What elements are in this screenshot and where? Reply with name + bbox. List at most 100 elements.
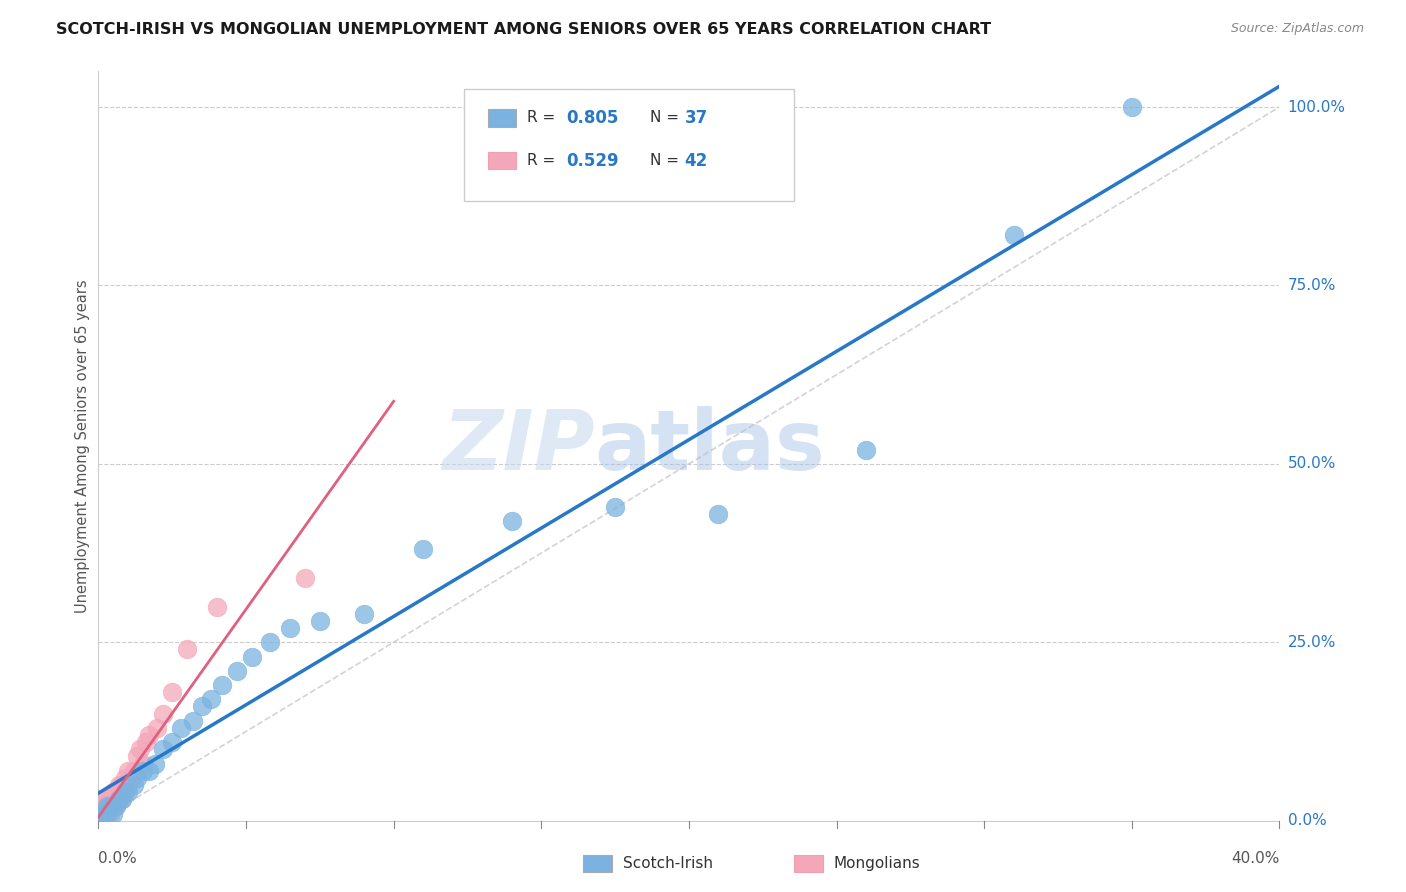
Point xyxy=(96,799,118,814)
Point xyxy=(200,692,222,706)
Point xyxy=(132,756,155,771)
Point xyxy=(111,792,134,806)
Point xyxy=(181,714,204,728)
Point xyxy=(280,621,302,635)
Point xyxy=(138,728,160,742)
Point xyxy=(205,599,228,614)
Point xyxy=(170,721,193,735)
Text: 0.805: 0.805 xyxy=(567,109,619,127)
Point xyxy=(211,678,233,692)
Point xyxy=(105,799,128,814)
Point xyxy=(176,642,198,657)
Text: ZIP: ZIP xyxy=(441,406,595,486)
Point xyxy=(146,721,169,735)
Text: 100.0%: 100.0% xyxy=(1288,100,1346,114)
Point xyxy=(162,735,183,749)
Point xyxy=(707,507,730,521)
Point xyxy=(114,785,136,799)
Point xyxy=(93,792,115,806)
Y-axis label: Unemployment Among Seniors over 65 years: Unemployment Among Seniors over 65 years xyxy=(75,279,90,613)
Point xyxy=(96,806,118,821)
Point xyxy=(1121,100,1143,114)
Point xyxy=(125,771,148,785)
Text: N =: N = xyxy=(650,111,683,125)
Text: atlas: atlas xyxy=(595,406,825,486)
Text: 0.0%: 0.0% xyxy=(98,851,138,866)
Point xyxy=(191,699,214,714)
Text: SCOTCH-IRISH VS MONGOLIAN UNEMPLOYMENT AMONG SENIORS OVER 65 YEARS CORRELATION C: SCOTCH-IRISH VS MONGOLIAN UNEMPLOYMENT A… xyxy=(56,22,991,37)
Point xyxy=(117,764,139,778)
Point xyxy=(98,792,121,806)
Point xyxy=(128,742,150,756)
Point xyxy=(501,514,523,528)
Text: Source: ZipAtlas.com: Source: ZipAtlas.com xyxy=(1230,22,1364,36)
Point xyxy=(93,799,115,814)
Point xyxy=(162,685,183,699)
Point xyxy=(108,792,131,806)
Point xyxy=(122,778,145,792)
Point xyxy=(103,806,125,821)
Point xyxy=(259,635,281,649)
Point xyxy=(111,785,134,799)
Point xyxy=(152,742,174,756)
Point xyxy=(135,735,157,749)
Point xyxy=(1002,228,1025,243)
Point xyxy=(240,649,263,664)
Point xyxy=(117,785,139,799)
Text: 40.0%: 40.0% xyxy=(1232,851,1279,866)
Point xyxy=(93,806,115,821)
Text: R =: R = xyxy=(527,153,561,168)
Text: R =: R = xyxy=(527,111,561,125)
Point xyxy=(108,785,131,799)
Text: N =: N = xyxy=(650,153,683,168)
Point xyxy=(98,799,121,814)
Point xyxy=(152,706,174,721)
Point xyxy=(111,778,134,792)
Point xyxy=(111,792,134,806)
Point xyxy=(90,806,112,821)
Point xyxy=(125,749,148,764)
Point xyxy=(98,799,121,814)
Point xyxy=(96,806,118,821)
Point xyxy=(90,806,112,821)
Point xyxy=(105,799,128,814)
Point xyxy=(605,500,627,514)
Point xyxy=(120,771,142,785)
Point xyxy=(103,785,125,799)
Point xyxy=(90,799,112,814)
Text: 50.0%: 50.0% xyxy=(1288,457,1336,471)
Point xyxy=(114,771,136,785)
Point xyxy=(117,778,139,792)
Point xyxy=(226,664,249,678)
Point xyxy=(138,764,160,778)
Text: 42: 42 xyxy=(685,152,709,169)
Point xyxy=(103,799,125,814)
Text: 37: 37 xyxy=(685,109,709,127)
Text: Scotch-Irish: Scotch-Irish xyxy=(623,856,713,871)
Point xyxy=(98,806,121,821)
Point xyxy=(132,764,155,778)
Point xyxy=(108,778,131,792)
Point xyxy=(96,799,118,814)
Point xyxy=(122,764,145,778)
Point xyxy=(105,785,128,799)
Point xyxy=(93,806,115,821)
Text: Mongolians: Mongolians xyxy=(834,856,921,871)
Point xyxy=(108,792,131,806)
Point xyxy=(294,571,316,585)
Point xyxy=(96,799,118,814)
Point xyxy=(412,542,434,557)
Point xyxy=(93,806,115,821)
Point xyxy=(96,792,118,806)
Point xyxy=(353,607,375,621)
Point xyxy=(309,614,332,628)
Point xyxy=(103,792,125,806)
Point xyxy=(114,785,136,799)
Point xyxy=(143,756,166,771)
Point xyxy=(855,442,877,457)
Text: 0.529: 0.529 xyxy=(567,152,619,169)
Text: 25.0%: 25.0% xyxy=(1288,635,1336,649)
Text: 0.0%: 0.0% xyxy=(1288,814,1326,828)
Point xyxy=(90,806,112,821)
Text: 75.0%: 75.0% xyxy=(1288,278,1336,293)
